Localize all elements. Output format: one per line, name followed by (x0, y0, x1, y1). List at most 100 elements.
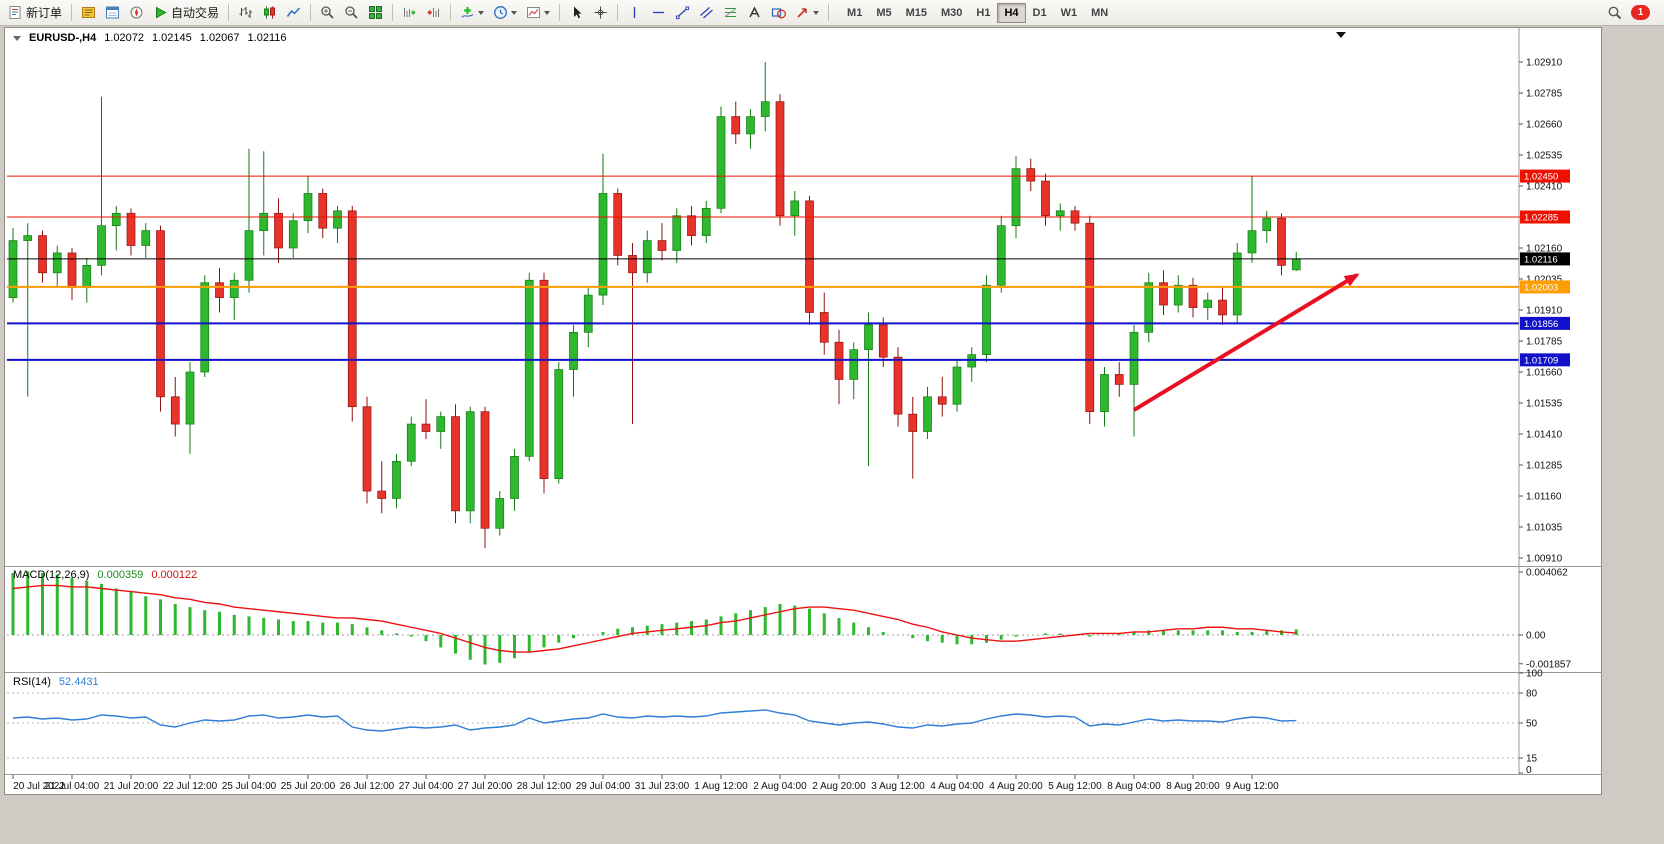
svg-text:100: 100 (1526, 669, 1543, 680)
svg-text:1.01785: 1.01785 (1526, 337, 1563, 348)
timeframe-w1-button[interactable]: W1 (1060, 6, 1078, 19)
trendline-button[interactable] (671, 1, 694, 24)
rsi-panel-splitter[interactable] (5, 670, 1601, 675)
svg-text:1.02410: 1.02410 (1526, 182, 1563, 193)
timeframe-m30-button[interactable]: M30 (941, 6, 963, 19)
timeframe-h1-button[interactable]: H1 (976, 6, 991, 19)
svg-text:26 Jul 12:00: 26 Jul 12:00 (340, 781, 395, 792)
indicators-button[interactable] (456, 1, 488, 24)
chart-shift-button[interactable] (422, 1, 445, 24)
bar-chart-icon (239, 7, 253, 18)
arrows-button[interactable] (791, 1, 823, 24)
chevron-down-icon (813, 11, 820, 18)
bar-chart-button[interactable] (234, 1, 257, 24)
new-order-icon (9, 6, 21, 19)
svg-text:1.00910: 1.00910 (1526, 554, 1563, 565)
price-chart-canvas[interactable]: 1.02910 1.02785 1.02660 1.02535 1.02410 1.022… (5, 28, 1601, 794)
timeframe-group: M1 M5 M15 M30 H1 H4 D1 W1 MN (840, 2, 1115, 23)
price-level-lines[interactable] (7, 175, 1519, 361)
svg-text:1.01660: 1.01660 (1526, 368, 1563, 379)
svg-text:1.02910: 1.02910 (1526, 58, 1563, 69)
svg-text:8 Aug 04:00: 8 Aug 04:00 (1107, 781, 1161, 792)
chart-dropdown-icon[interactable] (13, 36, 21, 45)
svg-text:1.02285: 1.02285 (1524, 213, 1558, 224)
fibonacci-button[interactable] (719, 1, 742, 24)
tile-windows-button[interactable] (364, 1, 387, 24)
data-window-button[interactable] (101, 1, 124, 24)
zoom-in-icon (321, 6, 334, 19)
svg-text:31 Jul 23:00: 31 Jul 23:00 (635, 781, 690, 792)
arrows-icon (797, 8, 807, 18)
search-button[interactable] (1603, 1, 1626, 24)
candlestick-chart-button[interactable] (258, 1, 281, 24)
timeframe-mn-button[interactable]: MN (1091, 6, 1109, 19)
candles[interactable] (8, 62, 1301, 549)
market-watch-button[interactable] (77, 1, 100, 24)
svg-text:50: 50 (1526, 719, 1538, 730)
templates-icon (527, 7, 541, 18)
chevron-down-icon (511, 11, 518, 18)
chevron-down-icon (544, 11, 551, 18)
vertical-line-icon (633, 7, 636, 18)
chevron-down-icon (478, 11, 485, 18)
trend-arrow[interactable] (1132, 273, 1360, 412)
svg-text:1.01035: 1.01035 (1526, 523, 1563, 534)
svg-text:0.004062: 0.004062 (1526, 568, 1568, 579)
toolbar-separator (392, 4, 394, 21)
svg-text:28 Jul 12:00: 28 Jul 12:00 (517, 781, 572, 792)
svg-text:25 Jul 04:00: 25 Jul 04:00 (222, 781, 277, 792)
macd-panel[interactable]: 0.004062 0.00 -0.001857 (7, 568, 1571, 671)
new-order-button[interactable]: 新订单 (4, 1, 66, 24)
timeframe-m1-button[interactable]: M1 (847, 6, 863, 19)
timeframe-h4-button[interactable]: H4 (997, 2, 1026, 23)
auto-scroll-icon (404, 8, 416, 17)
zoom-out-icon (345, 6, 358, 19)
line-chart-icon (286, 7, 301, 17)
timeframe-d1-button[interactable]: D1 (1032, 6, 1047, 19)
svg-text:1.02116: 1.02116 (1524, 254, 1558, 265)
notification-badge[interactable]: 1 (1631, 5, 1650, 20)
toolbar-separator (828, 4, 830, 21)
svg-text:8 Aug 20:00: 8 Aug 20:00 (1166, 781, 1220, 792)
timeframe-m15-button[interactable]: M15 (905, 6, 927, 19)
price-scale[interactable]: 1.02910 1.02785 1.02660 1.02535 1.02410 1.022… (1519, 58, 1570, 565)
auto-scroll-button[interactable] (398, 1, 421, 24)
svg-text:1.01160: 1.01160 (1526, 492, 1562, 503)
autotrading-icon (156, 6, 167, 19)
text-tool-button[interactable] (743, 1, 766, 24)
periods-button[interactable] (489, 1, 521, 24)
macd-panel-splitter[interactable] (5, 564, 1601, 569)
line-chart-button[interactable] (282, 1, 305, 24)
toolbar-separator (228, 4, 230, 21)
rsi-panel[interactable]: 100 80 50 150 (7, 669, 1543, 777)
zoom-out-button[interactable] (340, 1, 363, 24)
horizontal-line-button[interactable] (647, 1, 670, 24)
crosshair-button[interactable] (589, 1, 612, 24)
svg-text:1.02535: 1.02535 (1526, 151, 1563, 162)
equidistant-channel-button[interactable] (695, 1, 718, 24)
templates-button[interactable] (522, 1, 554, 24)
toolbar-separator (71, 4, 73, 21)
shapes-button[interactable] (767, 1, 790, 24)
navigator-button[interactable] (125, 1, 148, 24)
svg-text:4 Aug 04:00: 4 Aug 04:00 (930, 781, 984, 792)
svg-text:1.01285: 1.01285 (1526, 461, 1563, 472)
cursor-button[interactable] (565, 1, 588, 24)
indicators-icon (461, 7, 474, 18)
vertical-line-button[interactable] (623, 1, 646, 24)
timeframe-m5-button[interactable]: M5 (876, 6, 892, 19)
autotrading-button[interactable]: 自动交易 (149, 1, 223, 24)
clock-icon (494, 6, 507, 19)
toolbar: 新订单 自动交易 (0, 0, 1664, 26)
new-order-label: 新订单 (26, 6, 63, 20)
chart-corner-arrow-icon[interactable] (1336, 32, 1346, 38)
svg-text:1.01709: 1.01709 (1524, 355, 1558, 366)
zoom-in-button[interactable] (316, 1, 339, 24)
search-icon (1608, 6, 1622, 20)
svg-text:80: 80 (1526, 689, 1538, 700)
tile-windows-icon (369, 6, 383, 19)
svg-text:1.01410: 1.01410 (1526, 430, 1563, 441)
svg-text:0.00: 0.00 (1526, 631, 1546, 642)
svg-text:2 Aug 04:00: 2 Aug 04:00 (753, 781, 807, 792)
